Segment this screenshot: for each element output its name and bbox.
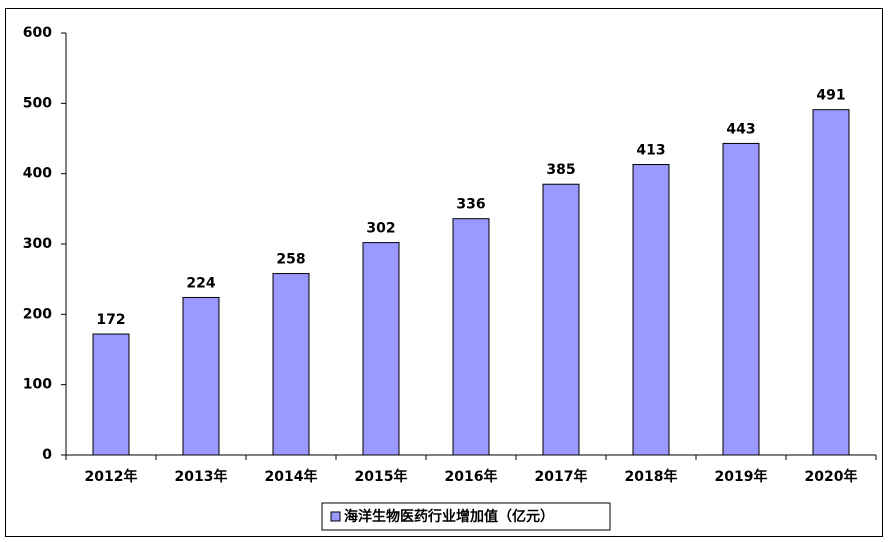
bar — [92, 333, 130, 456]
y-tick-label: 500 — [23, 95, 52, 111]
y-tick-label: 100 — [23, 377, 52, 393]
bar — [542, 183, 580, 456]
data-label: 413 — [636, 143, 665, 159]
legend-swatch — [330, 511, 341, 522]
bar — [452, 218, 490, 456]
x-tick-label: 2016年 — [445, 468, 498, 485]
x-tick-label: 2012年 — [85, 468, 138, 485]
bar — [362, 242, 400, 456]
data-label: 491 — [816, 88, 845, 104]
y-tick-label: 0 — [42, 447, 52, 463]
x-tick-label: 2015年 — [355, 468, 408, 485]
bar — [272, 273, 310, 456]
x-tick-label: 2013年 — [175, 468, 228, 485]
data-label: 224 — [186, 275, 215, 291]
bar — [182, 296, 220, 456]
data-label: 258 — [276, 252, 305, 268]
data-label: 336 — [456, 197, 485, 213]
y-tick-label: 300 — [23, 236, 52, 252]
x-tick-label: 2020年 — [805, 468, 858, 485]
x-tick-label: 2014年 — [265, 468, 318, 485]
y-tick-label: 600 — [23, 25, 52, 41]
legend-label: 海洋生物医药行业增加值（亿元） — [344, 508, 554, 525]
data-label: 172 — [96, 312, 125, 328]
bar — [722, 142, 760, 456]
legend-box — [321, 502, 611, 531]
x-tick-label: 2017年 — [535, 468, 588, 485]
bar — [632, 164, 670, 456]
data-label: 443 — [726, 121, 755, 137]
data-label: 302 — [366, 221, 395, 237]
x-tick-label: 2018年 — [625, 468, 678, 485]
bar — [812, 109, 850, 456]
y-tick-label: 400 — [23, 166, 52, 182]
x-tick-label: 2019年 — [715, 468, 768, 485]
y-tick-label: 200 — [23, 306, 52, 322]
data-label: 385 — [546, 162, 575, 178]
